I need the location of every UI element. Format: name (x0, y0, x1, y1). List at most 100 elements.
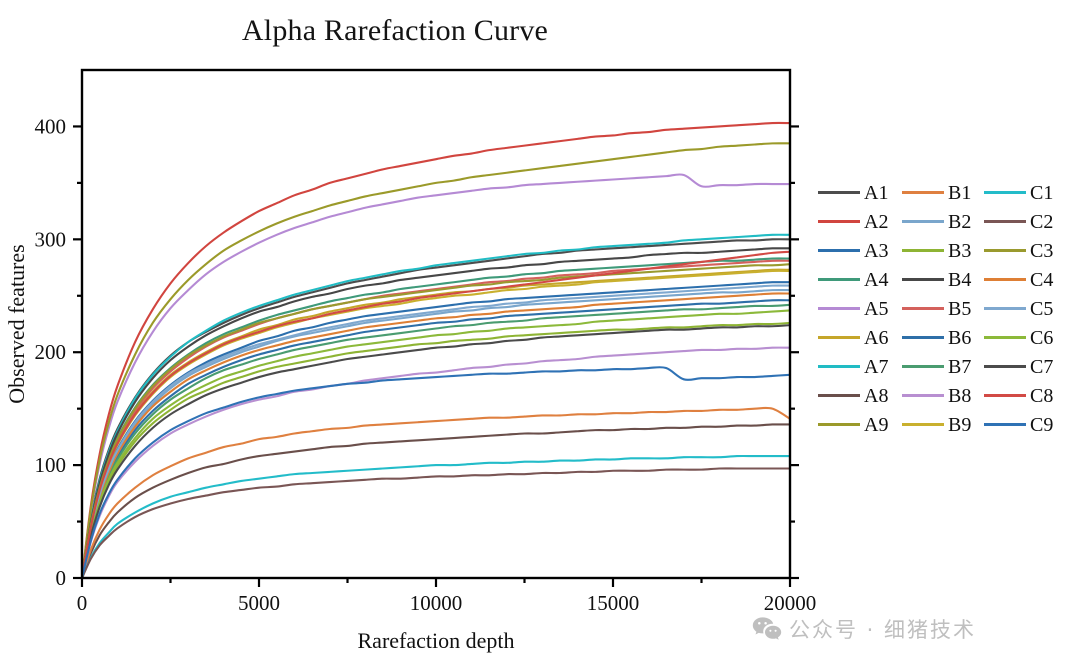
legend-item-a6[interactable]: A6 (818, 323, 904, 352)
legend-item-c4[interactable]: C4 (984, 265, 1070, 294)
legend-label-a9: A9 (864, 413, 889, 436)
x-tick-label: 5000 (238, 591, 280, 615)
legend-swatch-a7 (818, 365, 860, 368)
legend-column-3: C1 C2 C3 C4 C5 C6 C7 C8 C9 (984, 178, 1070, 439)
legend-item-c3[interactable]: C3 (984, 236, 1070, 265)
curve-c3 (80, 263, 792, 580)
legend-swatch-c7 (984, 365, 1026, 368)
legend-item-c5[interactable]: C5 (984, 294, 1070, 323)
legend-label-c5: C5 (1030, 297, 1054, 320)
curve-b4 (80, 247, 792, 580)
curve-a9 (80, 142, 792, 580)
legend-swatch-a5 (818, 307, 860, 310)
curve-b1 (80, 406, 792, 580)
curve-a8 (80, 423, 792, 580)
legend-item-c7[interactable]: C7 (984, 352, 1070, 381)
y-axis-title: Observed features (4, 244, 29, 403)
legend-swatch-c1 (984, 191, 1026, 194)
curve-c8 (80, 250, 792, 580)
tick-labels-group: 0 5000 10000 15000 20000 0 100 200 300 400 (35, 114, 817, 615)
legend-label-a8: A8 (864, 384, 889, 407)
legend-swatch-a9 (818, 423, 860, 426)
legend-item-b3[interactable]: B3 (902, 236, 988, 265)
legend-item-b9[interactable]: B9 (902, 410, 988, 439)
page-title: Alpha Rarefaction Curve (241, 14, 549, 47)
legend-label-c4: C4 (1030, 268, 1054, 291)
legend-label-c9: C9 (1030, 413, 1054, 436)
curve-a2 (80, 121, 792, 580)
legend-item-a2[interactable]: A2 (818, 207, 904, 236)
legend-item-b8[interactable]: B8 (902, 381, 988, 410)
legend-item-a5[interactable]: A5 (818, 294, 904, 323)
legend-item-c1[interactable]: C1 (984, 178, 1070, 207)
curve-b5 (80, 259, 792, 580)
curve-b7 (80, 303, 792, 580)
legend-item-a7[interactable]: A7 (818, 352, 904, 381)
legend-item-a3[interactable]: A3 (818, 236, 904, 265)
legend-item-b2[interactable]: B2 (902, 207, 988, 236)
legend-label-b4: B4 (948, 268, 972, 291)
legend-label-a4: A4 (864, 268, 889, 291)
curve-c2 (80, 467, 792, 580)
legend-swatch-c6 (984, 336, 1026, 339)
legend-item-b6[interactable]: B6 (902, 323, 988, 352)
legend-item-b1[interactable]: B1 (902, 178, 988, 207)
curve-b2 (80, 289, 792, 580)
curve-c4 (80, 292, 792, 580)
legend-item-a1[interactable]: A1 (818, 178, 904, 207)
curve-b8 (80, 346, 792, 580)
y-tick-label: 200 (35, 340, 67, 364)
x-tick-label: 10000 (410, 591, 463, 615)
legend-item-a4[interactable]: A4 (818, 265, 904, 294)
x-axis-title: Rarefaction depth (358, 628, 515, 653)
legend-item-c9[interactable]: C9 (984, 410, 1070, 439)
legend-swatch-a3 (818, 249, 860, 252)
curve-a7 (80, 233, 792, 580)
legend-label-c8: C8 (1030, 384, 1054, 407)
legend-swatch-a1 (818, 191, 860, 194)
legend-swatch-b5 (902, 307, 944, 310)
legend-swatch-c8 (984, 394, 1026, 397)
legend: A1 A2 A3 A4 A5 A6 A7 A8 A9 B1 B2 B3 B4 B5 B6 B7 B8 B9 C1 C2… (818, 178, 1076, 446)
legend-swatch-c4 (984, 278, 1026, 281)
legend-label-b9: B9 (948, 413, 972, 436)
x-tick-label: 15000 (587, 591, 640, 615)
curve-a5 (80, 173, 792, 580)
curve-c9 (80, 366, 792, 580)
legend-item-b4[interactable]: B4 (902, 265, 988, 294)
watermark-text: 公众号 · 细猪技术 (789, 618, 977, 642)
curve-c7 (80, 324, 792, 580)
curve-c5 (80, 284, 792, 580)
legend-label-b7: B7 (948, 355, 972, 378)
x-tick-label: 20000 (764, 591, 817, 615)
legend-item-c8[interactable]: C8 (984, 381, 1070, 410)
legend-swatch-c2 (984, 220, 1026, 223)
legend-label-b5: B5 (948, 297, 972, 320)
x-tick-label: 0 (77, 591, 88, 615)
legend-item-b5[interactable]: B5 (902, 294, 988, 323)
legend-item-b7[interactable]: B7 (902, 352, 988, 381)
legend-swatch-b7 (902, 365, 944, 368)
legend-swatch-a2 (818, 220, 860, 223)
y-tick-label: 100 (35, 453, 67, 477)
legend-swatch-b3 (902, 249, 944, 252)
curve-b3 (80, 321, 792, 580)
legend-label-a6: A6 (864, 326, 889, 349)
legend-item-c6[interactable]: C6 (984, 323, 1070, 352)
y-tick-label: 300 (35, 227, 67, 251)
legend-label-c1: C1 (1030, 181, 1054, 204)
legend-label-b1: B1 (948, 181, 972, 204)
legend-swatch-b4 (902, 278, 944, 281)
legend-label-a3: A3 (864, 239, 889, 262)
legend-swatch-a8 (818, 394, 860, 397)
legend-item-a8[interactable]: A8 (818, 381, 904, 410)
legend-swatch-b1 (902, 191, 944, 194)
legend-label-c3: C3 (1030, 239, 1054, 262)
legend-column-2: B1 B2 B3 B4 B5 B6 B7 B8 B9 (902, 178, 988, 439)
legend-swatch-b9 (902, 423, 944, 426)
legend-item-c2[interactable]: C2 (984, 207, 1070, 236)
legend-item-a9[interactable]: A9 (818, 410, 904, 439)
curve-c6 (80, 309, 792, 580)
